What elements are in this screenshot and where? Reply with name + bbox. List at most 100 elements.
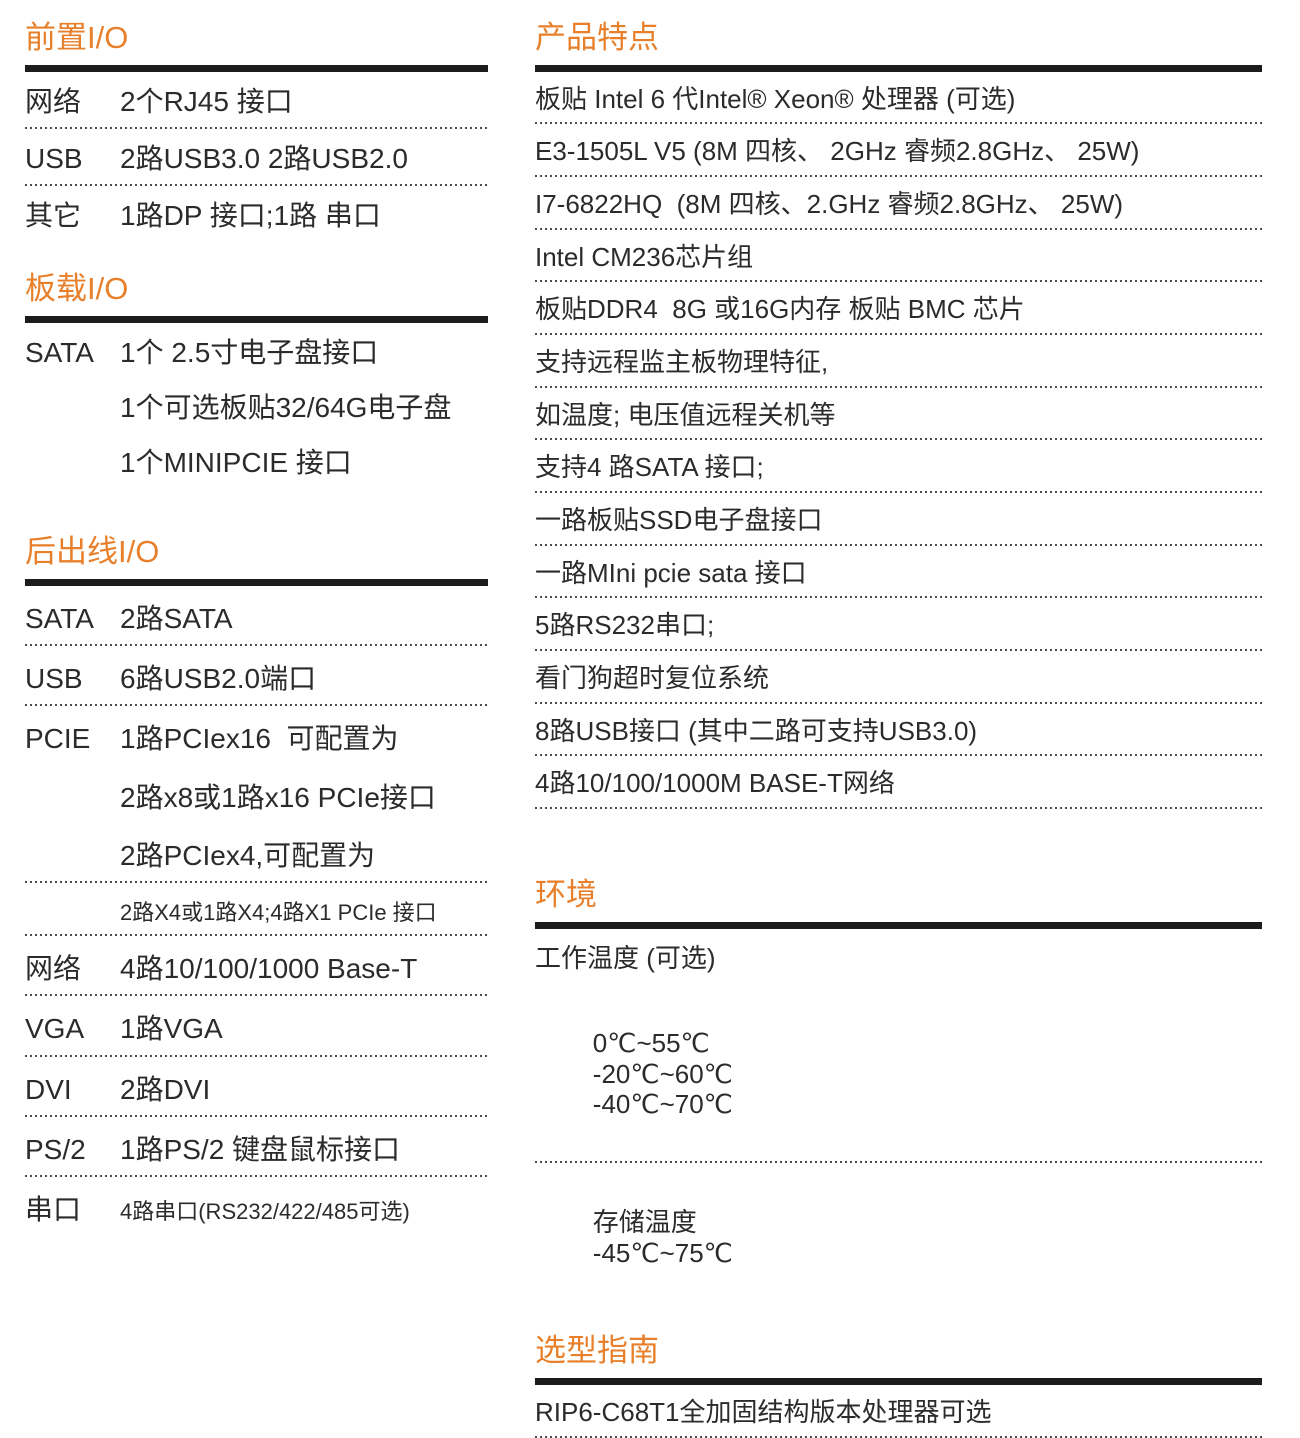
row-value: 2路SATA <box>120 603 233 635</box>
section-rule <box>535 64 1262 72</box>
dotted-divider <box>535 1160 1262 1163</box>
section-title-onboard-io: 板载I/O <box>25 271 129 307</box>
dotted-divider <box>25 1175 488 1178</box>
dotted-divider <box>25 880 488 883</box>
spec-row-sata: SATA 2路SATA <box>25 586 488 644</box>
section-features: 产品特点 板贴 Intel 6 代Intel® Xeon® 处理器 (可选) E… <box>535 20 1262 810</box>
row-label: USB <box>25 663 83 695</box>
section-title-front-io: 前置I/O <box>25 20 129 55</box>
spec-row-network: 网络 2个RJ45 接口 <box>25 72 488 127</box>
dotted-divider <box>535 1435 1262 1438</box>
row-label: SATA <box>25 603 94 635</box>
row-label: 其它 <box>25 200 82 232</box>
spec-row-ps2: PS/2 1路PS/2 键盘鼠标接口 <box>25 1117 488 1175</box>
dotted-divider <box>25 644 488 647</box>
dotted-divider <box>535 333 1262 335</box>
section-rule <box>535 1378 1262 1386</box>
section-rear-io: 后出线I/O SATA 2路SATA USB 6路USB2.0端口 PCIE 1… <box>25 534 488 1235</box>
feature-item: 支持4 路SATA 接口; <box>535 452 764 483</box>
spec-row-other: 其它 1路DP 接口;1路 串口 <box>25 186 488 241</box>
spec-row-serial: 串口 4路串口(RS232/422/485可选) <box>25 1177 488 1235</box>
dotted-divider <box>535 122 1262 125</box>
section-rule <box>25 579 488 587</box>
dotted-divider <box>535 280 1262 283</box>
spec-row-usb: USB 2路USB3.0 2路USB2.0 <box>25 129 488 184</box>
row-label: 串口 <box>25 1194 82 1226</box>
dotted-divider <box>535 174 1262 177</box>
dotted-divider <box>25 704 488 707</box>
row-label: VGA <box>25 1013 85 1045</box>
feature-item: 一路板贴SSD电子盘接口 <box>535 505 823 536</box>
spec-row-sata-cont: 1个可选板贴32/64G电子盘 <box>25 378 488 433</box>
section-environment: 环境 工作温度 (可选) 0℃~55℃ -20℃~60℃ -40℃~70℃ 存储… <box>535 877 1262 1309</box>
spec-row-sata-cont: 1个MINIPCIE 接口 <box>25 433 488 488</box>
left-column: 前置I/O 网络 2个RJ45 接口 USB 2路USB3.0 2路USB2.0… <box>25 20 488 1438</box>
row-value: 1个 2.5寸电子盘接口 <box>120 336 379 368</box>
spec-row-pcie-cont: 2路PCIex4,可配置为 <box>25 823 488 881</box>
row-value: 2路PCIex4,可配置为 <box>120 839 376 871</box>
row-value: 1个MINIPCIE 接口 <box>120 447 352 479</box>
feature-item: 板贴 Intel 6 代Intel® Xeon® 处理器 (可选) <box>535 83 1016 114</box>
row-value: 6路USB2.0端口 <box>120 663 317 695</box>
row-label: PS/2 <box>25 1133 86 1165</box>
right-column: 产品特点 板贴 Intel 6 代Intel® Xeon® 处理器 (可选) E… <box>535 20 1262 1438</box>
section-title-environment: 环境 <box>535 877 597 913</box>
section-rule <box>535 921 1262 929</box>
feature-item: 4路10/100/1000M BASE-T网络 <box>535 768 895 799</box>
dotted-divider <box>535 596 1262 599</box>
work-temp-range-3: -40℃~70℃ <box>592 1089 733 1120</box>
dotted-divider <box>25 184 488 187</box>
feature-item: Intel CM236芯片组 <box>535 241 754 272</box>
row-value: 1路DP 接口;1路 串口 <box>120 200 381 232</box>
feature-item: I7-6822HQ (8M 四核、2.GHz 睿频2.8GHz、 25W) <box>535 188 1124 219</box>
storage-temp-label: 存储温度 <box>592 1207 697 1238</box>
work-temp-label: 工作温度 (可选) <box>535 942 716 973</box>
feature-item: 一路MIni pcie sata 接口 <box>535 557 807 588</box>
dotted-divider <box>25 934 488 937</box>
spec-row-vga: VGA 1路VGA <box>25 996 488 1054</box>
row-value: 1路VGA <box>120 1013 223 1045</box>
dotted-divider <box>535 543 1262 546</box>
section-rule <box>25 315 488 323</box>
spec-row-pcie: PCIE 1路PCIex16 可配置为 <box>25 706 488 764</box>
row-value: 1个可选板贴32/64G电子盘 <box>120 392 452 424</box>
selection-item: RIP6-C68T1全加固结构版本处理器可选 <box>535 1397 992 1428</box>
dotted-divider <box>25 1114 488 1117</box>
spec-row-pcie-cont: 2路x8或1路x16 PCIe接口 <box>25 765 488 823</box>
spec-row-usb: USB 6路USB2.0端口 <box>25 646 488 704</box>
row-value: 2路x8或1路x16 PCIe接口 <box>120 781 436 813</box>
dotted-divider <box>25 126 488 129</box>
feature-item: 8路USB接口 (其中二路可支持USB3.0) <box>535 715 978 746</box>
dotted-divider <box>535 754 1262 757</box>
feature-item: 看门狗超时复位系统 <box>535 663 770 694</box>
storage-temp-value: -45℃~75℃ <box>592 1238 733 1269</box>
work-temp-range-2: -20℃~60℃ <box>592 1058 733 1089</box>
row-label: SATA <box>25 336 94 368</box>
row-label: PCIE <box>25 723 91 755</box>
row-label: USB <box>25 142 83 174</box>
work-temp-values: 0℃~55℃ -20℃~60℃ -40℃~70℃ <box>535 983 1262 1160</box>
feature-item: 板贴DDR4 8G 或16G内存 板贴 BMC 芯片 <box>535 294 1025 325</box>
row-value: 2路DVI <box>120 1073 211 1105</box>
feature-item: E3-1505L V5 (8M 四核、 2GHz 睿频2.8GHz、 25W) <box>535 136 1140 167</box>
row-value: 4路串口(RS232/422/485可选) <box>120 1199 410 1225</box>
row-value: 1路PS/2 键盘鼠标接口 <box>120 1133 401 1165</box>
section-title-features: 产品特点 <box>535 20 659 55</box>
section-rule <box>25 64 488 72</box>
row-value: 2个RJ45 接口 <box>120 85 293 117</box>
row-value: 2路USB3.0 2路USB2.0 <box>120 142 408 174</box>
section-title-selection-guide: 选型指南 <box>535 1333 659 1369</box>
row-label: 网络 <box>25 85 82 117</box>
section-title-rear-io: 后出线I/O <box>25 534 160 570</box>
work-temp-range-1: 0℃~55℃ <box>592 1028 710 1059</box>
dotted-divider <box>25 994 488 997</box>
feature-item: 如温度; 电压值远程关机等 <box>535 399 836 430</box>
row-value: 1路PCIex16 可配置为 <box>120 723 399 755</box>
dotted-divider <box>535 227 1262 230</box>
row-label: DVI <box>25 1073 72 1105</box>
spec-row-network: 网络 4路10/100/1000 Base-T <box>25 936 488 994</box>
spec-row-sata: SATA 1个 2.5寸电子盘接口 <box>25 323 488 378</box>
dotted-divider <box>535 438 1262 441</box>
spec-row-pcie-cont: 2路X4或1路X4;4路X1 PCIe 接口 <box>25 883 488 934</box>
